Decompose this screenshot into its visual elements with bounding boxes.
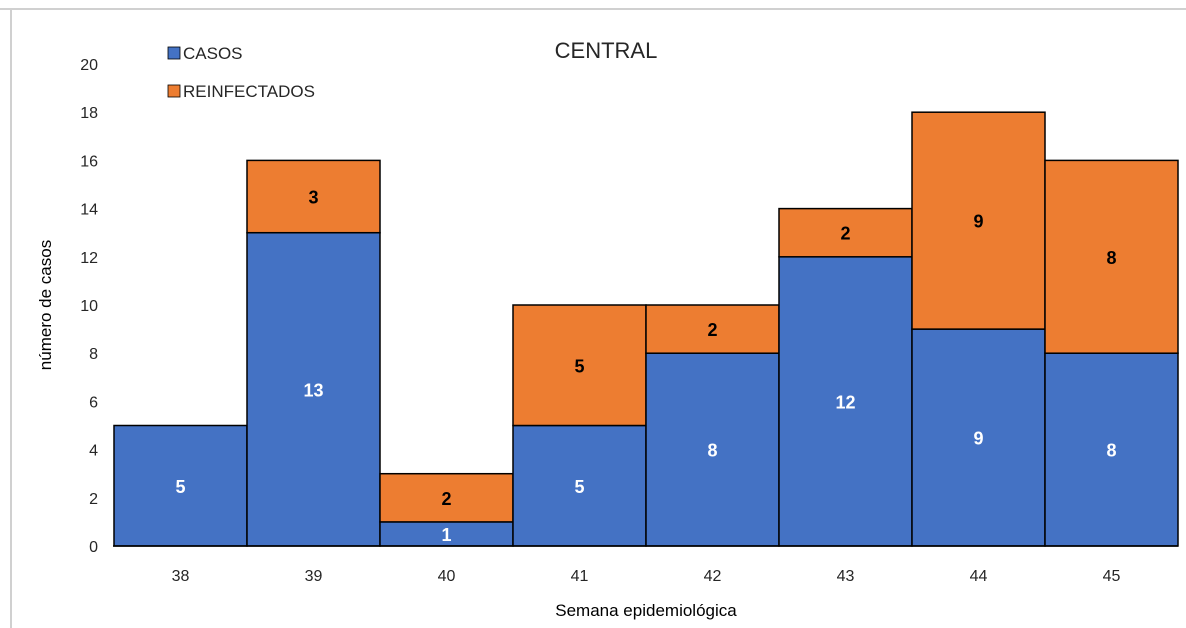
data-label-casos-45: 8 xyxy=(1106,441,1116,461)
data-label-reinfectados-42: 2 xyxy=(707,320,717,340)
bar-casos-45 xyxy=(1044,352,1179,547)
bar-reinfectados-41 xyxy=(512,304,647,427)
bar-reinfectados-42 xyxy=(645,304,780,354)
chart-title: CENTRAL xyxy=(555,38,658,63)
y-tick-label: 4 xyxy=(89,443,98,460)
y-tick-label: 2 xyxy=(89,491,98,508)
data-label-casos-43: 12 xyxy=(835,392,855,412)
x-axis-title: Semana epidemiológica xyxy=(555,601,737,620)
y-tick-label: 14 xyxy=(80,202,98,219)
data-label-reinfectados-43: 2 xyxy=(840,224,850,244)
data-label-casos-38: 5 xyxy=(175,477,185,497)
bar-reinfectados-43 xyxy=(778,207,913,258)
x-tick-label: 42 xyxy=(704,568,722,585)
y-tick-label: 12 xyxy=(80,250,98,267)
y-axis-title: número de casos xyxy=(36,240,55,370)
data-label-reinfectados-44: 9 xyxy=(973,212,983,232)
legend-swatch-reinfectados xyxy=(167,84,181,98)
y-axis-ticks: 0 2 4 6 8 10 12 14 16 18 20 xyxy=(80,57,98,556)
data-label-casos-42: 8 xyxy=(707,441,717,461)
x-tick-label: 40 xyxy=(438,568,456,585)
x-tick-label: 41 xyxy=(571,568,589,585)
bar-casos-44 xyxy=(911,328,1046,547)
bar-reinfectados-44 xyxy=(911,111,1046,330)
x-tick-label: 45 xyxy=(1103,568,1121,585)
legend-label-reinfectados: REINFECTADOS xyxy=(183,82,315,101)
x-axis-ticks: 38 39 40 41 42 43 44 45 xyxy=(172,568,1121,585)
y-tick-label: 10 xyxy=(80,298,98,315)
legend-swatch-casos xyxy=(167,46,181,60)
x-tick-label: 44 xyxy=(970,568,988,585)
y-tick-label: 6 xyxy=(89,394,98,411)
bar-casos-41 xyxy=(512,424,647,547)
y-tick-label: 20 xyxy=(80,57,98,74)
data-label-reinfectados-39: 3 xyxy=(308,188,318,208)
bar-casos-38 xyxy=(113,424,248,547)
bar-casos-40 xyxy=(379,521,514,547)
y-tick-label: 0 xyxy=(89,539,98,556)
y-tick-label: 16 xyxy=(80,153,98,170)
data-label-casos-41: 5 xyxy=(574,477,584,497)
bar-reinfectados-45 xyxy=(1044,159,1179,354)
data-label-casos-40: 1 xyxy=(441,525,451,545)
legend-label-casos: CASOS xyxy=(183,44,243,63)
y-tick-label: 18 xyxy=(80,105,98,122)
data-label-casos-39: 13 xyxy=(303,380,323,400)
x-tick-label: 39 xyxy=(305,568,323,585)
legend: CASOS REINFECTADOS xyxy=(167,44,315,101)
data-label-reinfectados-45: 8 xyxy=(1106,248,1116,268)
x-tick-label: 43 xyxy=(837,568,855,585)
data-label-reinfectados-41: 5 xyxy=(574,356,584,376)
bar-reinfectados-39 xyxy=(246,159,381,234)
y-tick-label: 8 xyxy=(89,346,98,363)
x-tick-label: 38 xyxy=(172,568,190,585)
data-label-casos-44: 9 xyxy=(973,429,983,449)
data-label-reinfectados-40: 2 xyxy=(441,489,451,509)
